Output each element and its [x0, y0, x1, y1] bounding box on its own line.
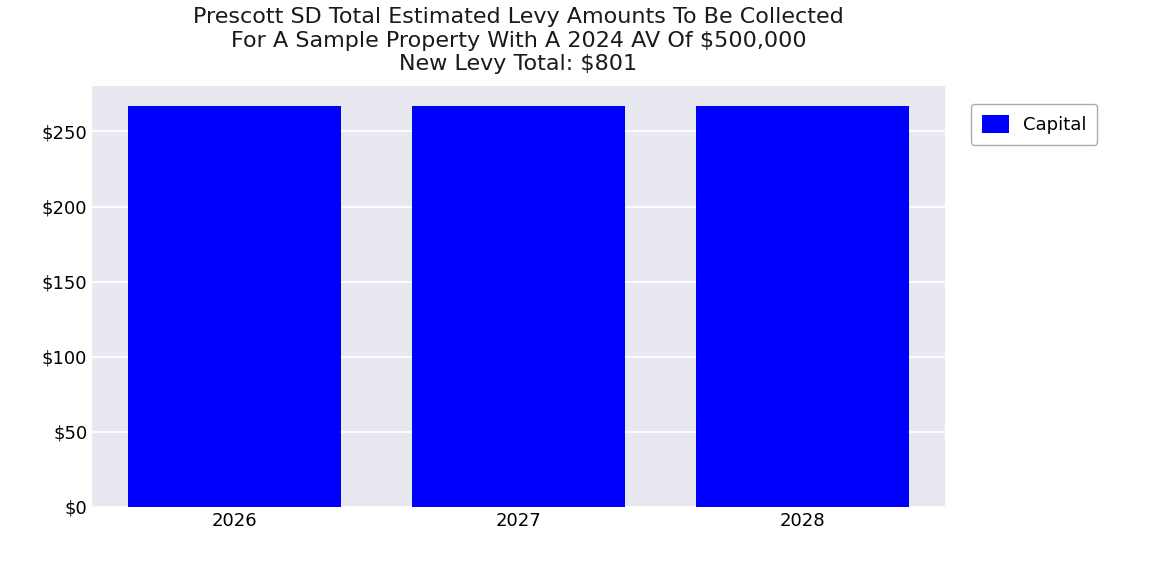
- Title: Prescott SD Total Estimated Levy Amounts To Be Collected
For A Sample Property W: Prescott SD Total Estimated Levy Amounts…: [194, 7, 843, 74]
- Bar: [696, 106, 909, 507]
- Bar: [411, 106, 624, 507]
- Legend: Capital: Capital: [971, 104, 1098, 145]
- Bar: [128, 106, 341, 507]
